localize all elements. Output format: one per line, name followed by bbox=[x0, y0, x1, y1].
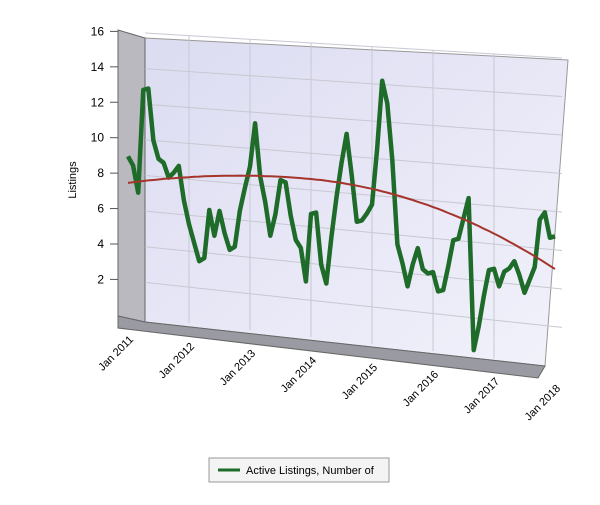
y-tick-label: 12 bbox=[91, 95, 105, 109]
x-tick-label: Jan 2016 bbox=[401, 369, 441, 409]
y-tick-label: 2 bbox=[97, 272, 104, 286]
legend: Active Listings, Number of bbox=[208, 457, 390, 483]
grid-line bbox=[144, 68, 563, 98]
grid-line bbox=[144, 103, 563, 136]
x-tick-label: Jan 2013 bbox=[218, 348, 258, 388]
y-tick-label: 16 bbox=[91, 24, 105, 38]
data-line bbox=[126, 78, 556, 353]
grid-line bbox=[144, 32, 563, 59]
grid-line bbox=[144, 139, 563, 174]
y-tick-label: 4 bbox=[97, 237, 104, 251]
grid-line bbox=[144, 281, 563, 328]
grid-line bbox=[144, 210, 563, 251]
y-axis-title: Listings bbox=[67, 161, 79, 199]
y-tick-label: 6 bbox=[97, 202, 104, 216]
floor bbox=[117, 315, 546, 379]
trend-line bbox=[127, 174, 556, 270]
legend-label: Active Listings, Number of bbox=[246, 465, 375, 477]
y-tick-label: 10 bbox=[91, 131, 105, 145]
x-tick-label: Jan 2014 bbox=[279, 355, 319, 395]
y-tick-label: 8 bbox=[97, 166, 104, 180]
grid-line bbox=[144, 246, 563, 290]
x-tick-label: Jan 2018 bbox=[523, 383, 563, 423]
x-tick-label: Jan 2015 bbox=[340, 362, 380, 402]
y-tick-label: 14 bbox=[91, 60, 105, 74]
x-tick-label: Jan 2017 bbox=[462, 376, 502, 416]
x-tick-label: Jan 2011 bbox=[96, 334, 136, 374]
x-tick-label: Jan 2012 bbox=[157, 341, 197, 381]
